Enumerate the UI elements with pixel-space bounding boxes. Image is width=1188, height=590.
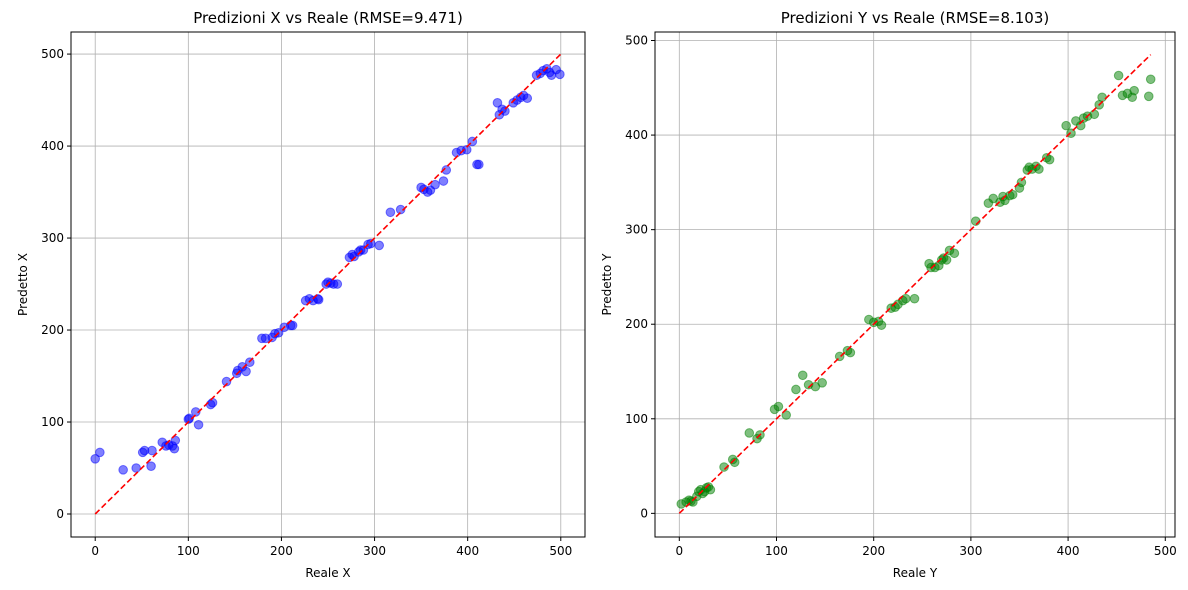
y-tick-label: 400 — [41, 139, 64, 153]
data-point — [909, 293, 920, 304]
data-point — [385, 207, 396, 218]
data-point — [845, 347, 856, 358]
data-point — [1007, 189, 1018, 200]
y-tick-label: 300 — [625, 223, 648, 237]
data-point — [146, 461, 156, 471]
data-point — [817, 378, 827, 388]
data-points — [676, 70, 1156, 509]
data-point — [90, 454, 101, 464]
y-tick-label: 200 — [625, 317, 648, 331]
y-tick-label: 0 — [56, 507, 64, 521]
y-tick-label: 200 — [41, 323, 64, 337]
x-tick-label: 0 — [675, 544, 683, 558]
data-point — [500, 106, 510, 116]
chart-panel-x: 0 100 200 300 400 500 0 100 200 300 400 500 Predizio… — [16, 9, 586, 580]
data-point — [555, 69, 565, 80]
x-tick-label: 500 — [549, 544, 572, 558]
data-point — [705, 484, 716, 495]
data-point — [118, 465, 128, 475]
data-point — [781, 410, 792, 420]
data-point — [474, 159, 484, 170]
data-point — [949, 248, 960, 259]
data-point — [430, 179, 440, 190]
data-point — [395, 204, 406, 215]
data-point — [1113, 70, 1124, 81]
chart-title: Predizioni Y vs Reale (RMSE=8.103) — [781, 9, 1050, 27]
data-point — [461, 144, 472, 155]
data-point — [169, 443, 180, 454]
y-axis-label: Predetto Y — [600, 253, 614, 316]
data-point — [131, 463, 141, 473]
y-axis-label: Predetto X — [16, 253, 30, 316]
data-point — [1145, 74, 1156, 85]
data-point — [241, 366, 251, 377]
data-point — [797, 370, 808, 381]
data-point — [941, 255, 952, 265]
x-tick-label: 400 — [1057, 544, 1080, 558]
data-point — [1061, 120, 1071, 131]
y-tick-label: 100 — [625, 412, 648, 426]
data-point — [1034, 164, 1044, 174]
chart-panel-y: 0 100 200 300 400 500 0 100 200 300 400 500 Predizio… — [600, 9, 1177, 580]
x-axis-label: Reale X — [305, 566, 350, 580]
data-point — [207, 397, 218, 408]
data-point — [170, 435, 181, 446]
data-point — [729, 457, 740, 468]
data-point — [374, 240, 385, 251]
data-point — [287, 320, 298, 331]
x-tick-label: 0 — [91, 544, 99, 558]
y-tick-label: 0 — [640, 506, 648, 520]
data-point — [1097, 92, 1107, 103]
data-point — [366, 238, 376, 249]
data-point — [744, 428, 755, 438]
chart-title: Predizioni X vs Reale (RMSE=9.471) — [193, 9, 463, 27]
data-point — [332, 279, 343, 289]
data-point — [441, 165, 452, 175]
data-point — [1129, 85, 1139, 96]
plot-frame — [70, 31, 586, 538]
data-point — [184, 413, 195, 424]
ideal-line — [94, 53, 562, 515]
x-tick-label: 500 — [1154, 544, 1177, 558]
data-point — [193, 419, 204, 430]
data-point — [147, 445, 157, 456]
data-point — [1089, 109, 1100, 120]
data-point — [522, 93, 533, 104]
y-tick-label: 500 — [625, 34, 648, 48]
x-tick-label: 100 — [765, 544, 788, 558]
grid — [71, 32, 585, 537]
x-tick-label: 100 — [177, 544, 200, 558]
data-point — [773, 401, 784, 412]
data-point — [791, 384, 801, 395]
data-points — [90, 63, 565, 475]
data-point — [719, 462, 729, 472]
y-tick-label: 400 — [625, 128, 648, 142]
data-point — [190, 407, 201, 417]
ideal-line — [678, 54, 1152, 514]
y-tick-label: 300 — [41, 231, 64, 245]
data-point — [1044, 154, 1055, 165]
data-point — [221, 376, 232, 387]
y-tick-label: 500 — [41, 47, 64, 61]
x-tick-label: 200 — [270, 544, 293, 558]
grid — [655, 32, 1175, 537]
y-tick-label: 100 — [41, 415, 64, 429]
x-tick-label: 300 — [959, 544, 982, 558]
data-point — [876, 320, 887, 330]
data-point — [1016, 177, 1027, 188]
data-point — [313, 294, 324, 305]
x-tick-label: 400 — [456, 544, 479, 558]
x-axis-label: Reale Y — [893, 566, 938, 580]
plot-frame — [654, 31, 1176, 538]
data-point — [438, 176, 449, 186]
data-point — [1143, 91, 1154, 102]
data-point — [95, 447, 105, 458]
x-tick-label: 200 — [862, 544, 885, 558]
x-tick-label: 300 — [363, 544, 386, 558]
data-point — [492, 98, 503, 108]
